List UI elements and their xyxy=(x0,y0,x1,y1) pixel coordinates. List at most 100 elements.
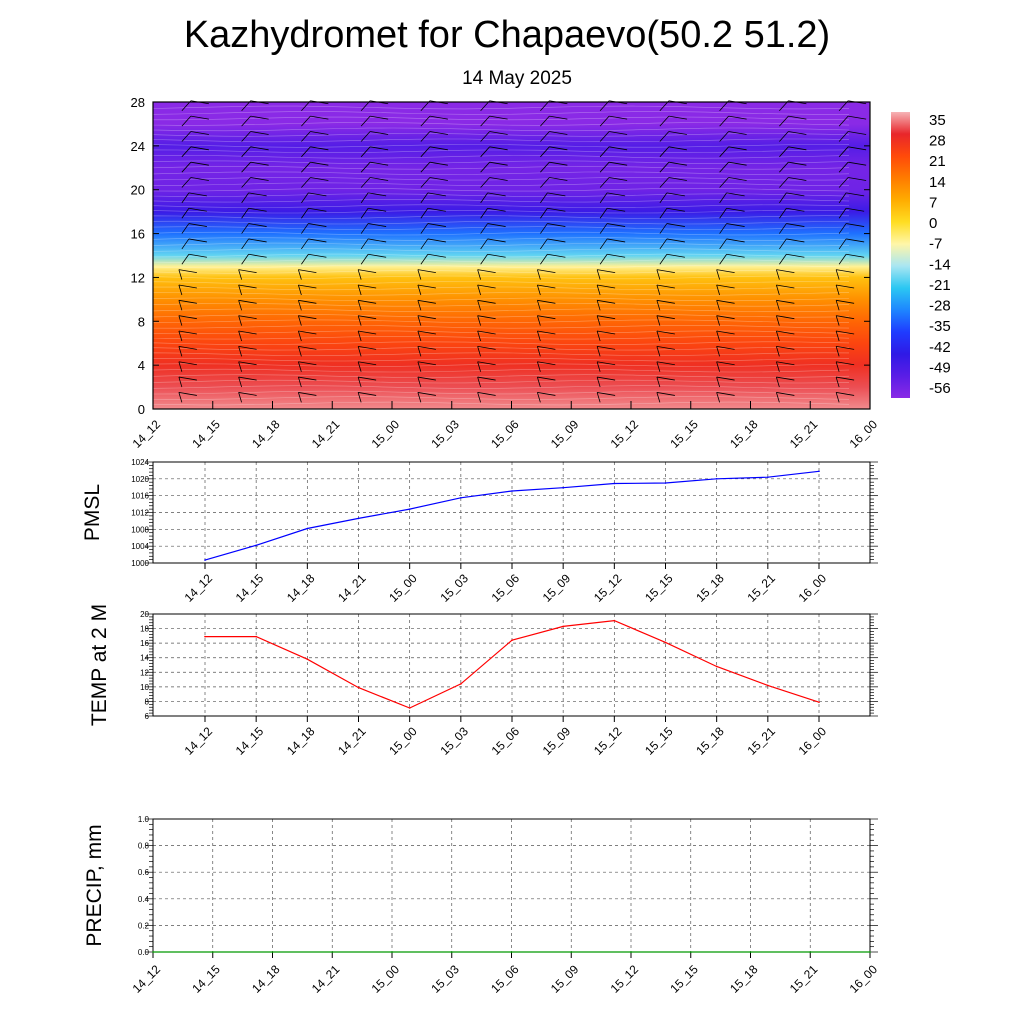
wind-barb xyxy=(368,253,387,258)
wind-barb xyxy=(181,177,192,188)
x-tick-label: 15_21 xyxy=(744,571,778,605)
wind-barb xyxy=(181,223,190,234)
wind-barb xyxy=(357,315,362,326)
wind-barb xyxy=(838,177,849,188)
x-tick-label: 15_09 xyxy=(548,962,582,996)
wind-barb xyxy=(417,361,422,372)
wind-barb xyxy=(178,330,197,335)
wind-barb xyxy=(420,115,431,127)
x-tick-label: 14_21 xyxy=(335,571,369,605)
wind-barb xyxy=(836,315,855,320)
contour-line xyxy=(152,182,849,186)
wind-barb xyxy=(838,238,847,250)
wind-barb xyxy=(536,376,541,388)
y-tick-label: 0.4 xyxy=(138,895,150,904)
wind-barb xyxy=(181,254,190,265)
wind-barb xyxy=(656,392,675,396)
x-tick-label: 14_18 xyxy=(284,724,318,758)
wind-barb xyxy=(178,269,183,280)
x-tick-label: 15_09 xyxy=(540,571,574,605)
wind-barb xyxy=(178,284,183,296)
wind-barb xyxy=(716,284,721,296)
y-tick-label: 12 xyxy=(140,668,149,677)
wind-barb xyxy=(477,284,496,289)
y-tick-label: 4 xyxy=(138,358,145,373)
wind-barb xyxy=(310,131,329,135)
wind-barb xyxy=(417,269,436,274)
x-tick-label: 14_21 xyxy=(309,417,343,451)
colorbar-label: 14 xyxy=(929,174,946,191)
wind-barb xyxy=(360,254,369,265)
wind-barb xyxy=(368,192,387,197)
wind-barb xyxy=(298,345,317,350)
wind-barb xyxy=(477,284,482,296)
wind-barb xyxy=(537,269,556,274)
contour-line xyxy=(152,379,850,384)
y-tick-label: 8 xyxy=(138,314,145,329)
x-tick-label: 15_09 xyxy=(540,724,574,758)
x-tick-label: 14_15 xyxy=(189,962,223,996)
wind-barb xyxy=(190,146,209,151)
wind-barb xyxy=(238,376,257,381)
wind-barb xyxy=(596,315,601,326)
wind-barb xyxy=(241,131,251,142)
wind-barb xyxy=(536,300,541,311)
wind-barb xyxy=(480,254,488,265)
wind-barb xyxy=(835,269,840,280)
contour-line xyxy=(152,209,850,214)
wind-barb xyxy=(656,361,661,372)
wind-barb xyxy=(360,161,371,173)
x-tick-label: 15_03 xyxy=(437,724,471,758)
wind-barb xyxy=(536,269,541,280)
wind-barb xyxy=(420,177,431,188)
wind-barb xyxy=(716,330,735,335)
x-tick-label: 15_00 xyxy=(369,962,403,996)
wind-barb xyxy=(656,269,661,280)
wind-barb xyxy=(297,300,302,311)
y-axis-title: PRECIP, mm xyxy=(83,824,106,946)
colorbar-label: -7 xyxy=(929,236,942,253)
colorbar-label: 21 xyxy=(929,153,946,170)
wind-barb xyxy=(308,253,327,258)
wind-barb xyxy=(656,284,675,289)
wind-barb xyxy=(248,223,267,227)
x-tick-label: 15_15 xyxy=(642,571,676,605)
contour-line xyxy=(152,275,850,280)
contour-line xyxy=(152,231,850,236)
wind-barb xyxy=(298,299,317,304)
data-point xyxy=(767,476,769,478)
x-tick-label: 15_00 xyxy=(369,417,403,451)
wind-barb xyxy=(181,192,190,204)
wind-barb xyxy=(599,161,610,173)
wind-barb xyxy=(370,146,389,151)
wind-barb xyxy=(429,161,448,166)
data-point xyxy=(357,686,360,689)
contour-line xyxy=(152,292,850,296)
wind-barb xyxy=(775,269,780,280)
wind-barb xyxy=(417,315,422,326)
wind-barb xyxy=(719,207,727,219)
x-tick-label: 15_06 xyxy=(489,571,523,605)
wind-barb xyxy=(297,392,302,403)
wind-barb xyxy=(420,238,429,250)
wind-barb xyxy=(357,346,362,357)
wind-barb xyxy=(540,223,548,234)
wind-barb xyxy=(776,392,795,396)
wind-barb xyxy=(656,345,675,350)
contour-line xyxy=(152,401,850,406)
wind-barb xyxy=(238,361,257,366)
contour-line xyxy=(152,111,850,115)
wind-barb xyxy=(417,361,436,366)
wind-barb xyxy=(666,207,685,212)
wind-barb xyxy=(540,254,548,265)
wind-barb xyxy=(487,253,506,258)
wind-barb xyxy=(775,376,780,388)
wind-barb xyxy=(536,315,541,326)
wind-barb xyxy=(536,330,541,342)
contour-line xyxy=(152,325,850,329)
wind-barb xyxy=(659,192,668,204)
data-point xyxy=(255,635,257,638)
y-tick-label: 10 xyxy=(140,683,149,692)
data-point xyxy=(715,665,718,668)
contour-line xyxy=(152,270,850,274)
